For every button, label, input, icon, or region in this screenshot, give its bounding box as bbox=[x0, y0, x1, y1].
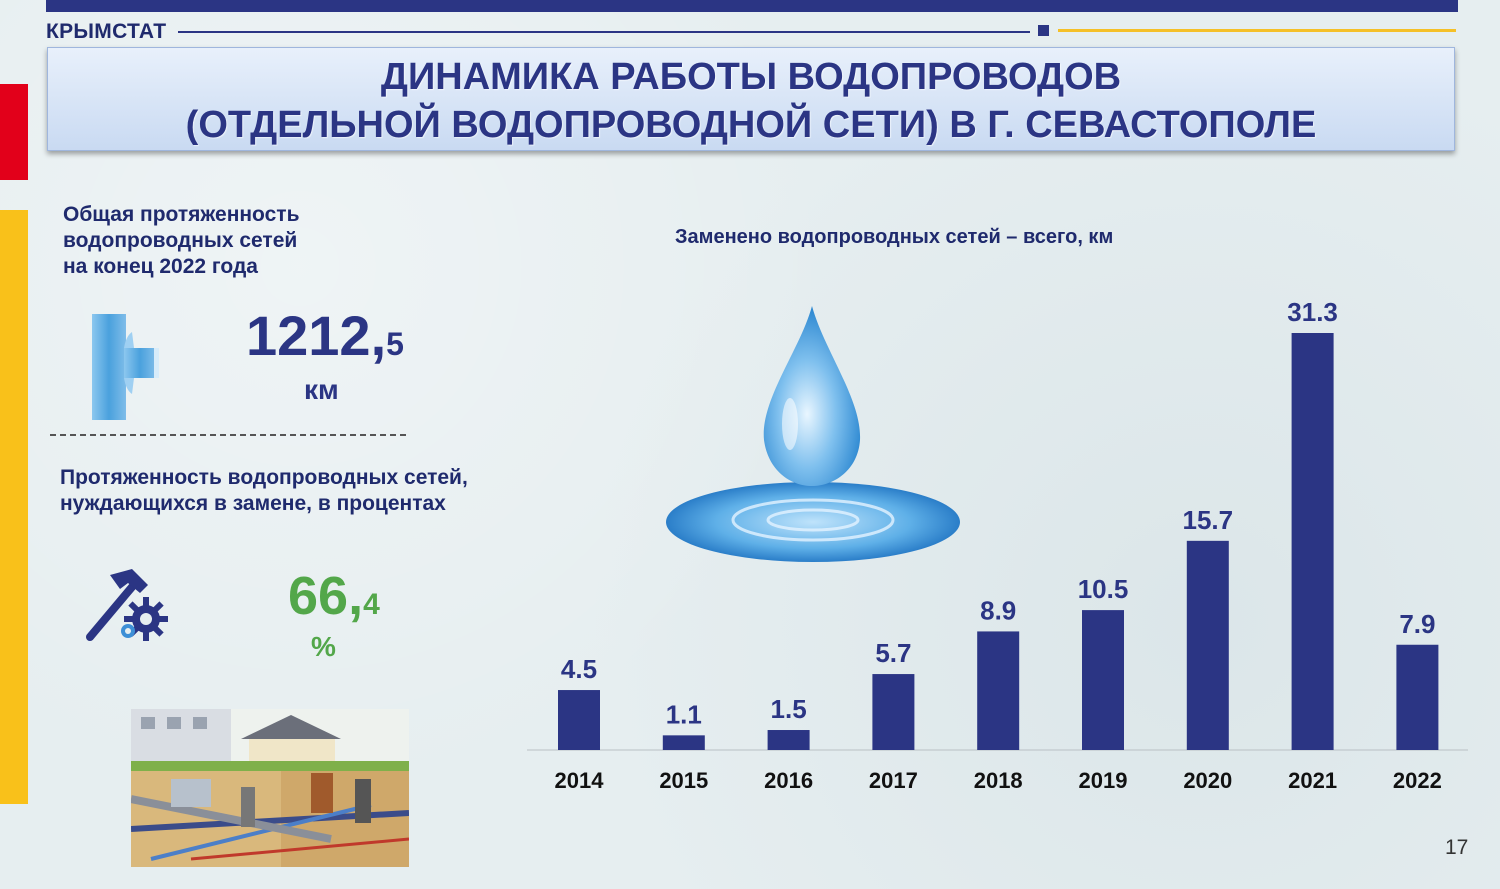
bar-2022 bbox=[1396, 644, 1439, 750]
bar-value-label-2018: 8.9 bbox=[980, 595, 1016, 625]
bar-value-label-2021: 31.3 bbox=[1287, 297, 1338, 327]
page-title: ДИНАМИКА РАБОТЫ ВОДОПРОВОДОВ (ОТДЕЛЬНОЙ … bbox=[47, 47, 1455, 151]
bar-value-label-2014: 4.5 bbox=[561, 654, 597, 684]
need-replacement-decimal: 4 bbox=[363, 588, 380, 621]
need-replacement-int: 66, bbox=[288, 566, 364, 626]
bar-value-label-2015: 1.1 bbox=[666, 699, 702, 729]
bar-value-label-2017: 5.7 bbox=[875, 638, 911, 668]
bar-2014 bbox=[558, 690, 600, 750]
page-number: 17 bbox=[1445, 836, 1469, 859]
bar-2015 bbox=[662, 735, 705, 750]
x-tick-label-2018: 2018 bbox=[974, 768, 1023, 793]
page-title-line-2: (ОТДЕЛЬНОЙ ВОДОПРОВОДНОЙ СЕТИ) В Г. СЕВА… bbox=[185, 104, 1317, 146]
brand-gold-line bbox=[1058, 29, 1456, 32]
total-length-decimal: 5 bbox=[386, 326, 404, 362]
chart-title: Заменено водопроводных сетей – всего, км bbox=[675, 226, 1113, 248]
x-tick-label-2021: 2021 bbox=[1288, 768, 1337, 793]
need-replacement-label-line-2: нуждающихся в замене, в процентах bbox=[60, 492, 446, 515]
total-length-label: Общая протяженность водопроводных сетей … bbox=[63, 202, 300, 280]
brand-square-marker bbox=[1038, 25, 1049, 36]
total-length-value: 1212,5 bbox=[246, 304, 404, 376]
bar-value-label-2019: 10.5 bbox=[1078, 574, 1129, 604]
need-replacement-label-line-1: Протяженность водопроводных сетей, bbox=[60, 466, 468, 489]
bar-2021 bbox=[1291, 333, 1334, 750]
brand-divider bbox=[178, 31, 1030, 33]
total-length-label-line-2: водопроводных сетей bbox=[63, 229, 298, 252]
x-tick-label-2016: 2016 bbox=[764, 768, 813, 793]
water-network-illustration bbox=[131, 709, 409, 867]
bar-2017 bbox=[872, 674, 915, 750]
bar-2018 bbox=[977, 631, 1020, 750]
bar-2016 bbox=[767, 730, 810, 750]
need-replacement-label: Протяженность водопроводных сетей, нужда… bbox=[60, 465, 468, 517]
red-accent-bar bbox=[0, 84, 28, 180]
x-tick-label-2017: 2017 bbox=[869, 768, 918, 793]
total-length-label-line-3: на конец 2022 года bbox=[63, 255, 258, 278]
bar-2020 bbox=[1186, 540, 1229, 750]
x-tick-label-2015: 2015 bbox=[659, 768, 708, 793]
bar-value-label-2022: 7.9 bbox=[1399, 609, 1435, 639]
section-divider bbox=[50, 434, 406, 436]
water-drop-icon bbox=[666, 306, 960, 562]
x-tick-label-2020: 2020 bbox=[1183, 768, 1232, 793]
total-length-label-line-1: Общая протяженность bbox=[63, 203, 300, 226]
bar-value-label-2016: 1.5 bbox=[771, 694, 807, 724]
yellow-accent-bar bbox=[0, 210, 28, 804]
brand-name: КРЫМСТАТ bbox=[46, 20, 167, 43]
total-length-int: 1212, bbox=[246, 304, 387, 367]
x-tick-label-2019: 2019 bbox=[1079, 768, 1128, 793]
hammer-gear-icon bbox=[86, 569, 168, 641]
pipe-tee-icon bbox=[92, 314, 159, 420]
bar-2019 bbox=[1082, 610, 1124, 750]
bar-value-label-2020: 15.7 bbox=[1182, 505, 1233, 535]
need-replacement-value: 66,4 bbox=[288, 566, 380, 635]
page-title-line-1: ДИНАМИКА РАБОТЫ ВОДОПРОВОДОВ bbox=[380, 56, 1122, 98]
total-length-unit: км bbox=[304, 374, 339, 405]
bars-group: 4.5 2014 1.1 2015 1.5 2016 5.7 2017 8.9 2018 10.5 2… bbox=[555, 297, 1442, 793]
x-tick-label-2014: 2014 bbox=[555, 768, 605, 793]
top-bar bbox=[46, 0, 1458, 12]
x-tick-label-2022: 2022 bbox=[1393, 768, 1442, 793]
need-replacement-unit: % bbox=[311, 631, 336, 662]
